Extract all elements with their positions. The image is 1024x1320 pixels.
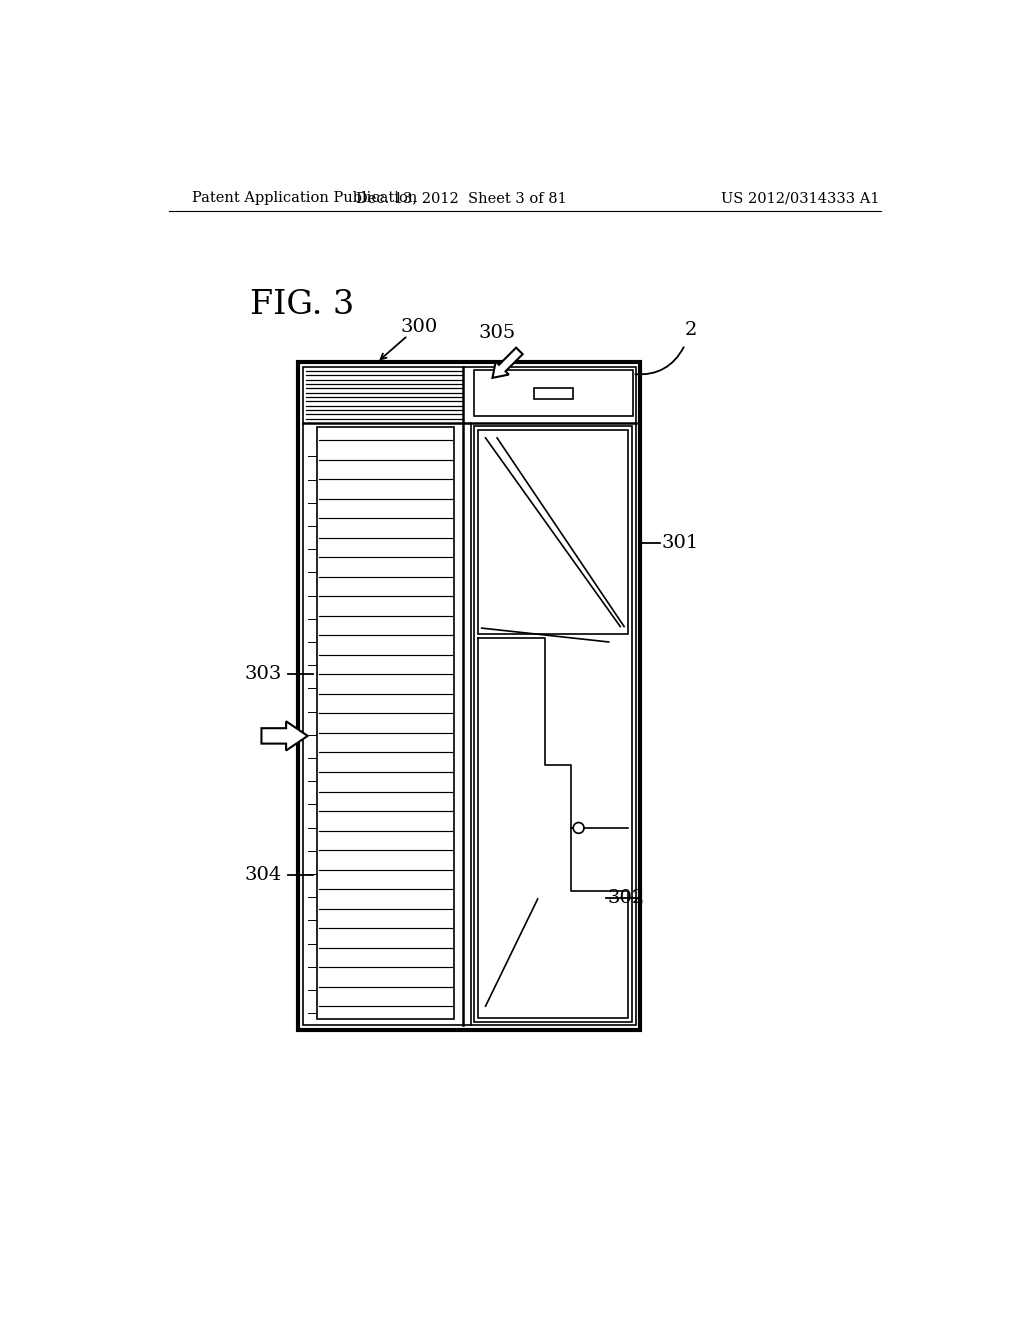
Bar — [474, 426, 632, 1022]
Text: 301: 301 — [662, 535, 699, 552]
FancyArrow shape — [261, 721, 307, 751]
Text: 303: 303 — [245, 665, 282, 684]
Text: 300: 300 — [400, 318, 437, 335]
Text: FIG. 3: FIG. 3 — [250, 289, 354, 321]
Bar — [474, 370, 633, 416]
Text: Patent Application Publication: Patent Application Publication — [193, 191, 418, 206]
Text: 2: 2 — [685, 321, 697, 339]
FancyArrow shape — [493, 347, 522, 378]
Bar — [535, 388, 572, 399]
Text: 302: 302 — [608, 888, 645, 907]
Text: 305: 305 — [478, 323, 516, 342]
Bar — [478, 430, 628, 635]
Bar — [303, 367, 636, 1026]
Text: US 2012/0314333 A1: US 2012/0314333 A1 — [721, 191, 880, 206]
Text: 304: 304 — [245, 866, 282, 883]
Text: Dec. 13, 2012  Sheet 3 of 81: Dec. 13, 2012 Sheet 3 of 81 — [356, 191, 567, 206]
Bar — [316, 428, 454, 1019]
Bar — [298, 363, 640, 1030]
